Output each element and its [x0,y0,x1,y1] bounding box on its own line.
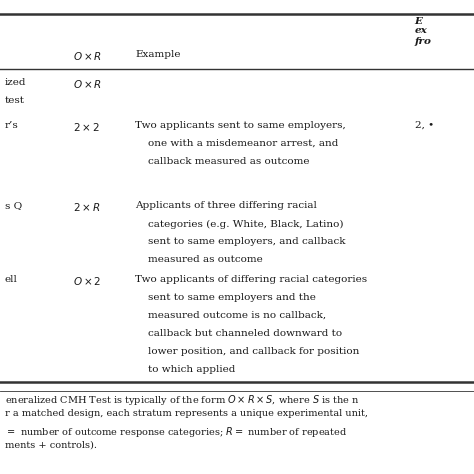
Text: $2 \times 2$: $2 \times 2$ [73,121,100,133]
Text: r’s: r’s [5,121,18,130]
Text: categories (e.g. White, Black, Latino): categories (e.g. White, Black, Latino) [135,219,344,228]
Text: Two applicants sent to same employers,: Two applicants sent to same employers, [135,121,346,130]
Text: $O \times R$: $O \times R$ [73,50,102,62]
Text: Applicants of three differing racial: Applicants of three differing racial [135,201,317,210]
Text: $= $ number of outcome response categories; $R =$ number of repeated: $= $ number of outcome response categori… [5,425,347,439]
Text: sent to same employers and the: sent to same employers and the [135,293,316,302]
Text: $O \times R$: $O \times R$ [73,78,102,90]
Text: fro: fro [415,37,432,46]
Text: ized: ized [5,78,26,87]
Text: callback but channeled downward to: callback but channeled downward to [135,329,342,338]
Text: ex: ex [415,26,428,35]
Text: test: test [5,96,25,105]
Text: E: E [415,17,423,26]
Text: measured outcome is no callback,: measured outcome is no callback, [135,311,326,320]
Text: 2, •: 2, • [415,121,434,130]
Text: one with a misdemeanor arrest, and: one with a misdemeanor arrest, and [135,139,338,148]
Text: ell: ell [5,275,18,284]
Text: measured as outcome: measured as outcome [135,255,263,264]
Text: r a matched design, each stratum represents a unique experimental unit,: r a matched design, each stratum represe… [5,409,368,418]
Text: Two applicants of differing racial categories: Two applicants of differing racial categ… [135,275,367,284]
Text: callback measured as outcome: callback measured as outcome [135,157,310,166]
Text: $O \times 2$: $O \times 2$ [73,275,102,287]
Text: lower position, and callback for position: lower position, and callback for positio… [135,347,359,356]
Text: eneralized CMH Test is typically of the form $O \times R \times S$, where $S$ is: eneralized CMH Test is typically of the … [5,393,359,408]
Text: to which applied: to which applied [135,365,236,374]
Text: ments + controls).: ments + controls). [5,440,97,449]
Text: s Q: s Q [5,201,22,210]
Text: sent to same employers, and callback: sent to same employers, and callback [135,237,346,246]
Text: $2 \times R$: $2 \times R$ [73,201,101,213]
Text: Example: Example [135,50,181,59]
